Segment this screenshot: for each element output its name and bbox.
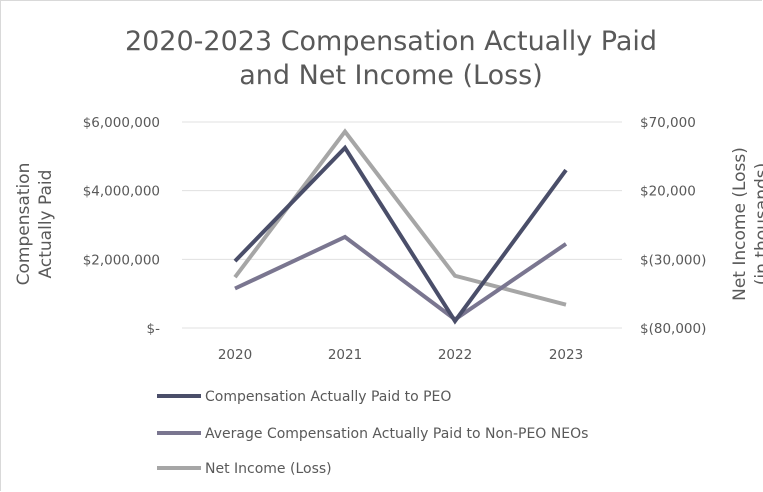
right-axis-tick-label: $(80,000)	[640, 321, 706, 337]
series-line-1	[234, 234, 568, 322]
series-lines	[233, 128, 568, 325]
legend-label-net-income: Net Income (Loss)	[205, 461, 332, 477]
legend-item-peo: Compensation Actually Paid to PEO	[157, 389, 451, 405]
x-axis-tick-label: 2020	[218, 347, 252, 363]
right-axis-title-line-2: (in thousands)	[752, 163, 763, 285]
legend-label-peo: Compensation Actually Paid to PEO	[205, 389, 451, 405]
x-axis-tick-label: 2021	[328, 347, 362, 363]
legend-label-non-peo: Average Compensation Actually Paid to No…	[205, 426, 588, 442]
legend-item-non-peo: Average Compensation Actually Paid to No…	[157, 426, 588, 442]
x-axis-tick-label: 2023	[549, 347, 583, 363]
left-axis-title-line-2: Actually Paid	[36, 170, 56, 279]
series-line-0	[233, 144, 568, 325]
right-axis-tick-label: $70,000	[640, 115, 696, 131]
right-axis-tick-label: $(30,000)	[640, 252, 706, 268]
left-axis-tick-label: $2,000,000	[83, 252, 160, 268]
left-axis-tick-label: $-	[147, 321, 161, 337]
left-axis-tick-label: $4,000,000	[83, 184, 160, 200]
legend-item-net-income: Net Income (Loss)	[157, 461, 332, 477]
right-axis-tick-label: $20,000	[640, 184, 696, 200]
right-axis-title-line-1: Net Income (Loss)	[730, 147, 750, 301]
tick-labels: $- $2,000,000 $4,000,000 $6,000,000 $(80,000…	[83, 115, 707, 363]
legend: Compensation Actually Paid to PEO Averag…	[157, 389, 588, 477]
chart-title-line-2: and Net Income (Loss)	[239, 60, 543, 91]
chart-title-line-1: 2020-2023 Compensation Actually Paid	[125, 26, 657, 57]
left-axis-title-line-1: Compensation	[14, 163, 34, 286]
x-axis-tick-label: 2022	[438, 347, 472, 363]
gridlines	[182, 121, 622, 329]
left-axis-tick-label: $6,000,000	[83, 115, 160, 131]
